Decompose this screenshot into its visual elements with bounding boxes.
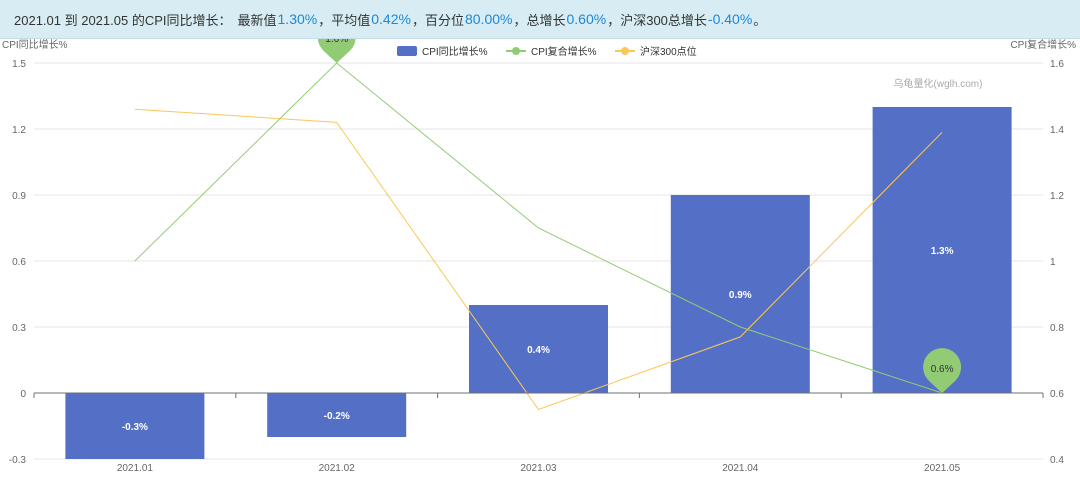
bar — [670, 195, 810, 393]
summary-total-value: 0.60% — [566, 11, 607, 27]
x-tick-label: 2021.03 — [520, 463, 557, 474]
legend-item-label: 沪深300点位 — [640, 45, 697, 58]
x-tick-label: 2021.02 — [319, 463, 356, 474]
summary-pct-value: 80.00% — [464, 11, 513, 27]
pin-marker-label: 0.6% — [931, 364, 954, 375]
y-right-tick-label: 0.4 — [1050, 455, 1064, 466]
y-left-tick-label: 0.9 — [12, 191, 26, 202]
y-left-axis-title: CPI同比增长% — [2, 39, 68, 51]
bar-label: 0.4% — [527, 345, 550, 356]
summary-sep: ， — [318, 12, 332, 28]
bar — [469, 305, 608, 393]
y-left-tick-label: 0.6 — [12, 257, 26, 268]
legend-swatch-dot — [621, 47, 629, 55]
y-left-tick-label: 0 — [20, 389, 26, 400]
watermark: 乌龟量化(wglh.com) — [894, 77, 983, 90]
line-series — [134, 62, 943, 411]
legend[interactable]: CPI同比增长% CPI复合增长% 沪深300点位 — [397, 45, 697, 58]
line-hs300 — [134, 108, 943, 411]
bar-label: 1.3% — [931, 246, 954, 257]
y-right-tick-label: 1.6 — [1050, 59, 1064, 70]
y-left-tick-label: -0.3 — [9, 455, 27, 466]
legend-swatch-dot — [512, 47, 520, 55]
summary-sep: ， — [411, 12, 425, 28]
y-left-tick-label: 1.2 — [12, 125, 26, 136]
summary-hs300-label: 沪深300总增长 — [620, 12, 707, 28]
bar — [267, 393, 407, 437]
legend-item-label: CPI同比增长% — [422, 45, 488, 58]
summary-latest-value: 1.30% — [277, 11, 318, 27]
summary-avg-label: 平均值 — [331, 12, 371, 28]
y-left-tick-label: 0.3 — [12, 323, 26, 334]
bar — [872, 107, 1012, 393]
y-right-tick-label: 0.8 — [1050, 323, 1064, 334]
y-right-tick-label: 1 — [1050, 257, 1056, 268]
bar-label: 0.9% — [729, 290, 752, 301]
data-labels: -0.3% -0.2% 0.4% 0.9% 1.3% 1.6% 0.6% — [122, 39, 962, 433]
summary-end: 。 — [753, 12, 767, 28]
axes: -0.3 0 0.3 0.6 0.9 1.2 1.5 0.4 0.6 0.8 1 1.2 1.4 1.6 C… — [2, 39, 1076, 474]
summary-total-label: 总增长 — [526, 12, 566, 28]
summary-pct-label: 百分位 — [424, 12, 464, 28]
cpi-chart: -0.3 0 0.3 0.6 0.9 1.2 1.5 0.4 0.6 0.8 1 1.2 1.4 1.6 C… — [2, 39, 1076, 474]
pin-marker-label: 1.6% — [325, 39, 348, 45]
summary-sep: ， — [513, 12, 527, 28]
y-left-tick-label: 1.5 — [12, 59, 26, 70]
x-tick-label: 2021.05 — [924, 463, 961, 474]
summary-hs300-value: -0.40% — [707, 11, 753, 27]
legend-swatch — [397, 46, 417, 56]
bar-label: -0.2% — [324, 411, 350, 422]
y-right-tick-label: 1.4 — [1050, 125, 1064, 136]
x-tick-label: 2021.04 — [722, 463, 759, 474]
summary-sep: ， — [607, 12, 621, 28]
summary-avg-value: 0.42% — [371, 11, 411, 27]
bar-label: -0.3% — [122, 422, 148, 433]
x-tick-label: 2021.01 — [117, 463, 154, 474]
bar-series — [65, 107, 1012, 459]
summary-range: 2021.01 到 2021.05 的CPI同比增长： — [14, 12, 232, 28]
summary-banner: 2021.01 到 2021.05 的CPI同比增长： 最新值 1.30% ， … — [0, 0, 1080, 39]
pin-marker — [317, 39, 356, 63]
pin-marker — [923, 348, 962, 393]
line-cpi-composite — [134, 62, 943, 394]
y-right-tick-label: 0.6 — [1050, 389, 1064, 400]
summary-latest-label: 最新值 — [237, 12, 277, 28]
y-right-axis-title: CPI复合增长% — [1010, 39, 1076, 51]
legend-item-label: CPI复合增长% — [531, 45, 597, 58]
bar — [65, 393, 205, 459]
y-right-tick-label: 1.2 — [1050, 191, 1064, 202]
